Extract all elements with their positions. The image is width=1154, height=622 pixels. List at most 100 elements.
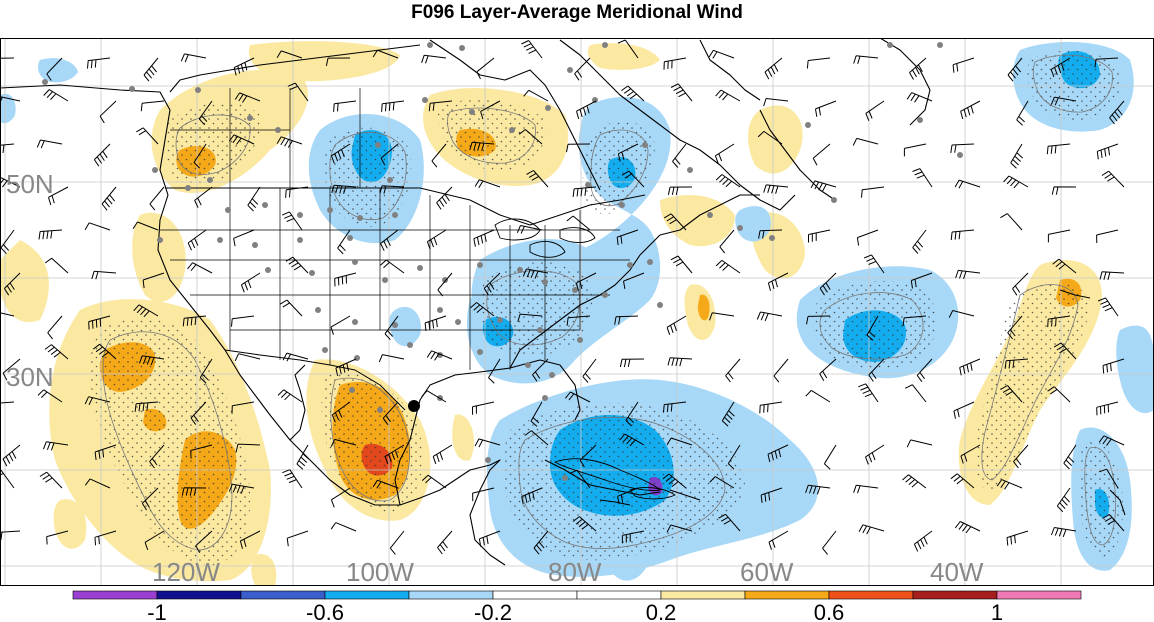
wind-barb [767,272,789,291]
wind-barb [190,401,207,425]
wind-barb [621,85,645,102]
wind-barb [533,530,549,555]
wind-barb [819,358,837,381]
wind-barb [379,185,405,194]
wind-barb [517,313,543,322]
wind-barb [1101,170,1125,188]
wind-barb [372,479,399,489]
colorbar-box [828,590,914,600]
wind-barb [727,444,741,470]
wind-barb [334,272,357,287]
wind-barb [1050,57,1071,78]
colorbar-box [324,590,410,600]
wind-barb [239,530,261,549]
wind-barb [863,254,885,274]
wind-barb [428,100,453,112]
wind-barb [1102,358,1125,374]
wind-barb [37,389,63,403]
wind-barb [906,92,933,103]
wind-barb [823,444,837,470]
colorbar-box [156,590,242,600]
wind-barb [198,100,213,126]
wind-barb [231,401,255,414]
wind-barb [912,229,927,254]
wind-barb [767,444,789,463]
wind-barb [1007,57,1023,82]
wind-barb [234,92,261,103]
wind-barb [1097,297,1119,317]
wind-barb [763,98,789,107]
colorbar-label-0-2: 0.2 [646,600,677,622]
wind-barb [0,312,15,317]
wind-barb [195,530,213,553]
wind-barb [865,100,885,121]
wind-barb [431,143,447,168]
wind-barb [190,444,213,459]
wind-barb [526,170,549,188]
wind-barb [621,530,645,544]
wind-barb [861,186,885,198]
wind-barb [663,401,687,413]
wind-barb [39,471,63,489]
wind-barb [806,57,831,69]
wind-barb [2,444,21,467]
wind-barb [1046,143,1071,155]
wind-barb [952,57,975,73]
wind-barb [566,143,591,153]
wind-barb [276,136,303,148]
wind-barb [142,272,165,289]
wind-barb [92,343,117,360]
wind-barb [1000,213,1023,231]
wind-barb [382,401,399,425]
wind-barb [426,350,453,361]
wind-barb [199,358,213,384]
wind-barb [93,143,111,167]
wind-barb [1098,435,1125,446]
wind-barb [91,270,117,280]
wind-barb [287,82,309,102]
wind-barb [521,40,543,59]
lon-label-80w: 80W [548,557,602,587]
colorbar-box [240,590,326,600]
wind-barb [44,344,69,360]
colorbar-box [492,590,578,600]
wind-barb [381,100,405,112]
wind-barb [1010,143,1024,169]
lat-label-30n: 30N [6,362,54,392]
colorbar-label-minus-0-2: -0.2 [474,600,512,622]
wind-barb [333,100,357,112]
wind-barb [579,444,597,468]
wind-barb [955,269,981,280]
wind-barb [0,401,15,404]
wind-barb [1013,444,1029,469]
wind-barb [853,55,879,65]
wind-barb [906,439,933,448]
wind-barb [234,353,261,362]
wind-barb [569,469,591,489]
wind-barb [1003,175,1029,189]
wind-barb [285,256,309,274]
wind-barb [380,143,399,166]
wind-barb [532,358,549,382]
wind-barb [715,259,741,274]
wind-barb [812,143,831,166]
wind-barb [566,215,591,231]
wind-barb [950,473,975,489]
wind-barb [903,143,927,157]
wind-barb [285,186,309,198]
wind-barb [432,444,453,465]
wind-barb [1000,385,1023,403]
wind-barb [141,487,159,511]
wind-barb [916,358,933,383]
wind-barb [296,444,310,470]
wind-barb [182,315,207,327]
wind-barb [625,401,639,427]
colorbar-box [576,590,662,600]
wind-barb [768,530,789,550]
wind-barb [1004,358,1029,369]
wind-barb [231,315,255,327]
wind-barb [516,225,543,234]
wind-barb [379,259,405,274]
